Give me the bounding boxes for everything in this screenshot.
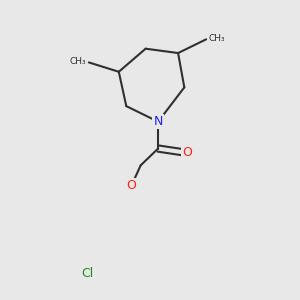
Text: CH₃: CH₃ [70, 57, 86, 66]
Text: Cl: Cl [81, 267, 93, 280]
Text: CH₃: CH₃ [209, 34, 225, 43]
Text: O: O [182, 146, 192, 159]
Text: N: N [153, 115, 163, 128]
Text: O: O [126, 179, 136, 193]
